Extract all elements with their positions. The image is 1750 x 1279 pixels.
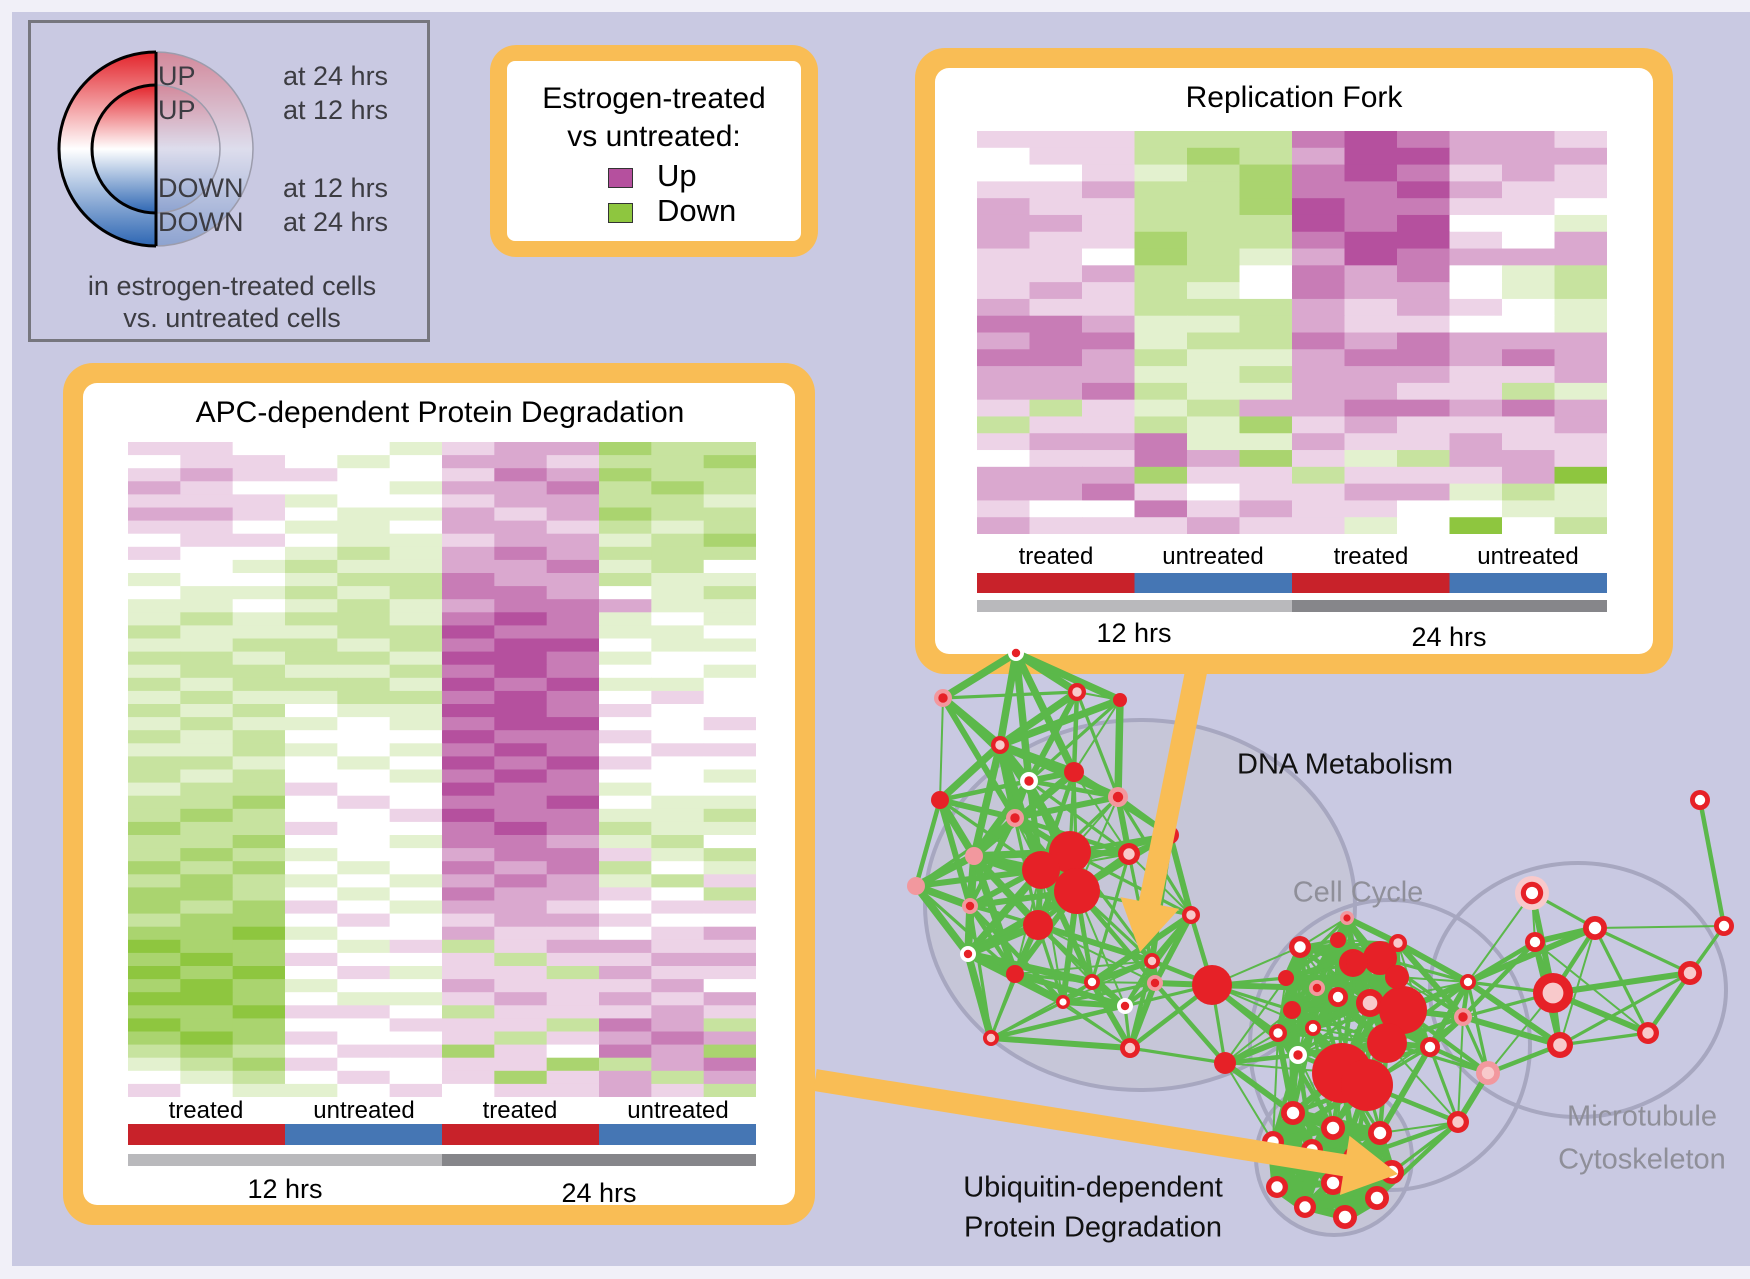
cluster-label-ubiquitin-line2: Protein Degradation bbox=[964, 1211, 1222, 1244]
apc-heatmap bbox=[128, 442, 756, 1097]
up-swatch-label: Up bbox=[657, 158, 697, 193]
apc-group-label-2: untreated bbox=[313, 1097, 415, 1124]
apc-time-colorbar bbox=[128, 1154, 756, 1166]
legend-footer-line2: vs. untreated cells bbox=[123, 303, 341, 333]
legend-dir-down-24: DOWN bbox=[158, 207, 244, 237]
down-color-swatch bbox=[608, 203, 633, 223]
legend-time-24: at 24 hrs bbox=[283, 61, 389, 91]
apc-12hrs-label: 12 hrs bbox=[247, 1174, 323, 1204]
replication-fork-heatmap bbox=[977, 131, 1607, 534]
apc-group-label-4: untreated bbox=[627, 1097, 729, 1124]
rf-group-label-4: untreated bbox=[1477, 543, 1579, 570]
cluster-label-cell-cycle: Cell Cycle bbox=[1292, 876, 1424, 909]
apc-heatmap-cells bbox=[128, 442, 756, 1097]
estrogen-legend-inner bbox=[507, 61, 801, 241]
estrogen-legend-title-line1: Estrogen-treated bbox=[542, 82, 766, 115]
apc-panel-title: APC-dependent Protein Degradation bbox=[195, 396, 685, 429]
legend-footer-line1: in estrogen-treated cells bbox=[87, 271, 377, 301]
legend-dir-down-12: DOWN bbox=[158, 173, 244, 203]
apc-condition-colorbar bbox=[128, 1124, 756, 1145]
rf-heatmap-cells bbox=[977, 131, 1607, 534]
apc-24hrs-label: 24 hrs bbox=[561, 1178, 637, 1208]
down-swatch-label: Down bbox=[657, 193, 737, 228]
rf-group-label-2: untreated bbox=[1162, 543, 1264, 570]
legend-time-12: at 12 hrs bbox=[283, 95, 389, 125]
apc-group-label-1: treated bbox=[168, 1097, 244, 1124]
rf-group-label-1: treated bbox=[1018, 543, 1094, 570]
legend-dir-up-24: UP bbox=[158, 61, 196, 91]
rf-group-label-3: treated bbox=[1333, 543, 1409, 570]
estrogen-legend-box: Estrogen-treated vs untreated: Up Down bbox=[490, 45, 818, 257]
up-down-circles-graphic bbox=[57, 50, 254, 248]
circle-legend-box: UP at 24 hrs UP at 12 hrs DOWN at 12 hrs… bbox=[28, 20, 430, 342]
cluster-label-ubiquitin-line1: Ubiquitin-dependent bbox=[963, 1171, 1223, 1204]
cluster-label-dna-metabolism: DNA Metabolism bbox=[1237, 748, 1453, 781]
cluster-label-microtubule-line2: Cytoskeleton bbox=[1558, 1143, 1726, 1176]
estrogen-legend-title-line2: vs untreated: bbox=[567, 120, 741, 153]
legend-dir-up-12: UP bbox=[158, 95, 196, 125]
legend-time-24b: at 24 hrs bbox=[283, 207, 389, 237]
up-color-swatch bbox=[608, 168, 633, 188]
rf-condition-colorbar bbox=[977, 573, 1607, 593]
rf-time-colorbar bbox=[977, 600, 1607, 612]
rf-12hrs-label: 12 hrs bbox=[1096, 618, 1172, 648]
rf-24hrs-label: 24 hrs bbox=[1411, 622, 1487, 652]
legend-time-12b: at 12 hrs bbox=[283, 173, 389, 203]
apc-group-label-3: treated bbox=[482, 1097, 558, 1124]
cluster-label-microtubule-line1: Microtubule bbox=[1567, 1100, 1717, 1133]
replication-fork-title: Replication Fork bbox=[1185, 81, 1403, 114]
